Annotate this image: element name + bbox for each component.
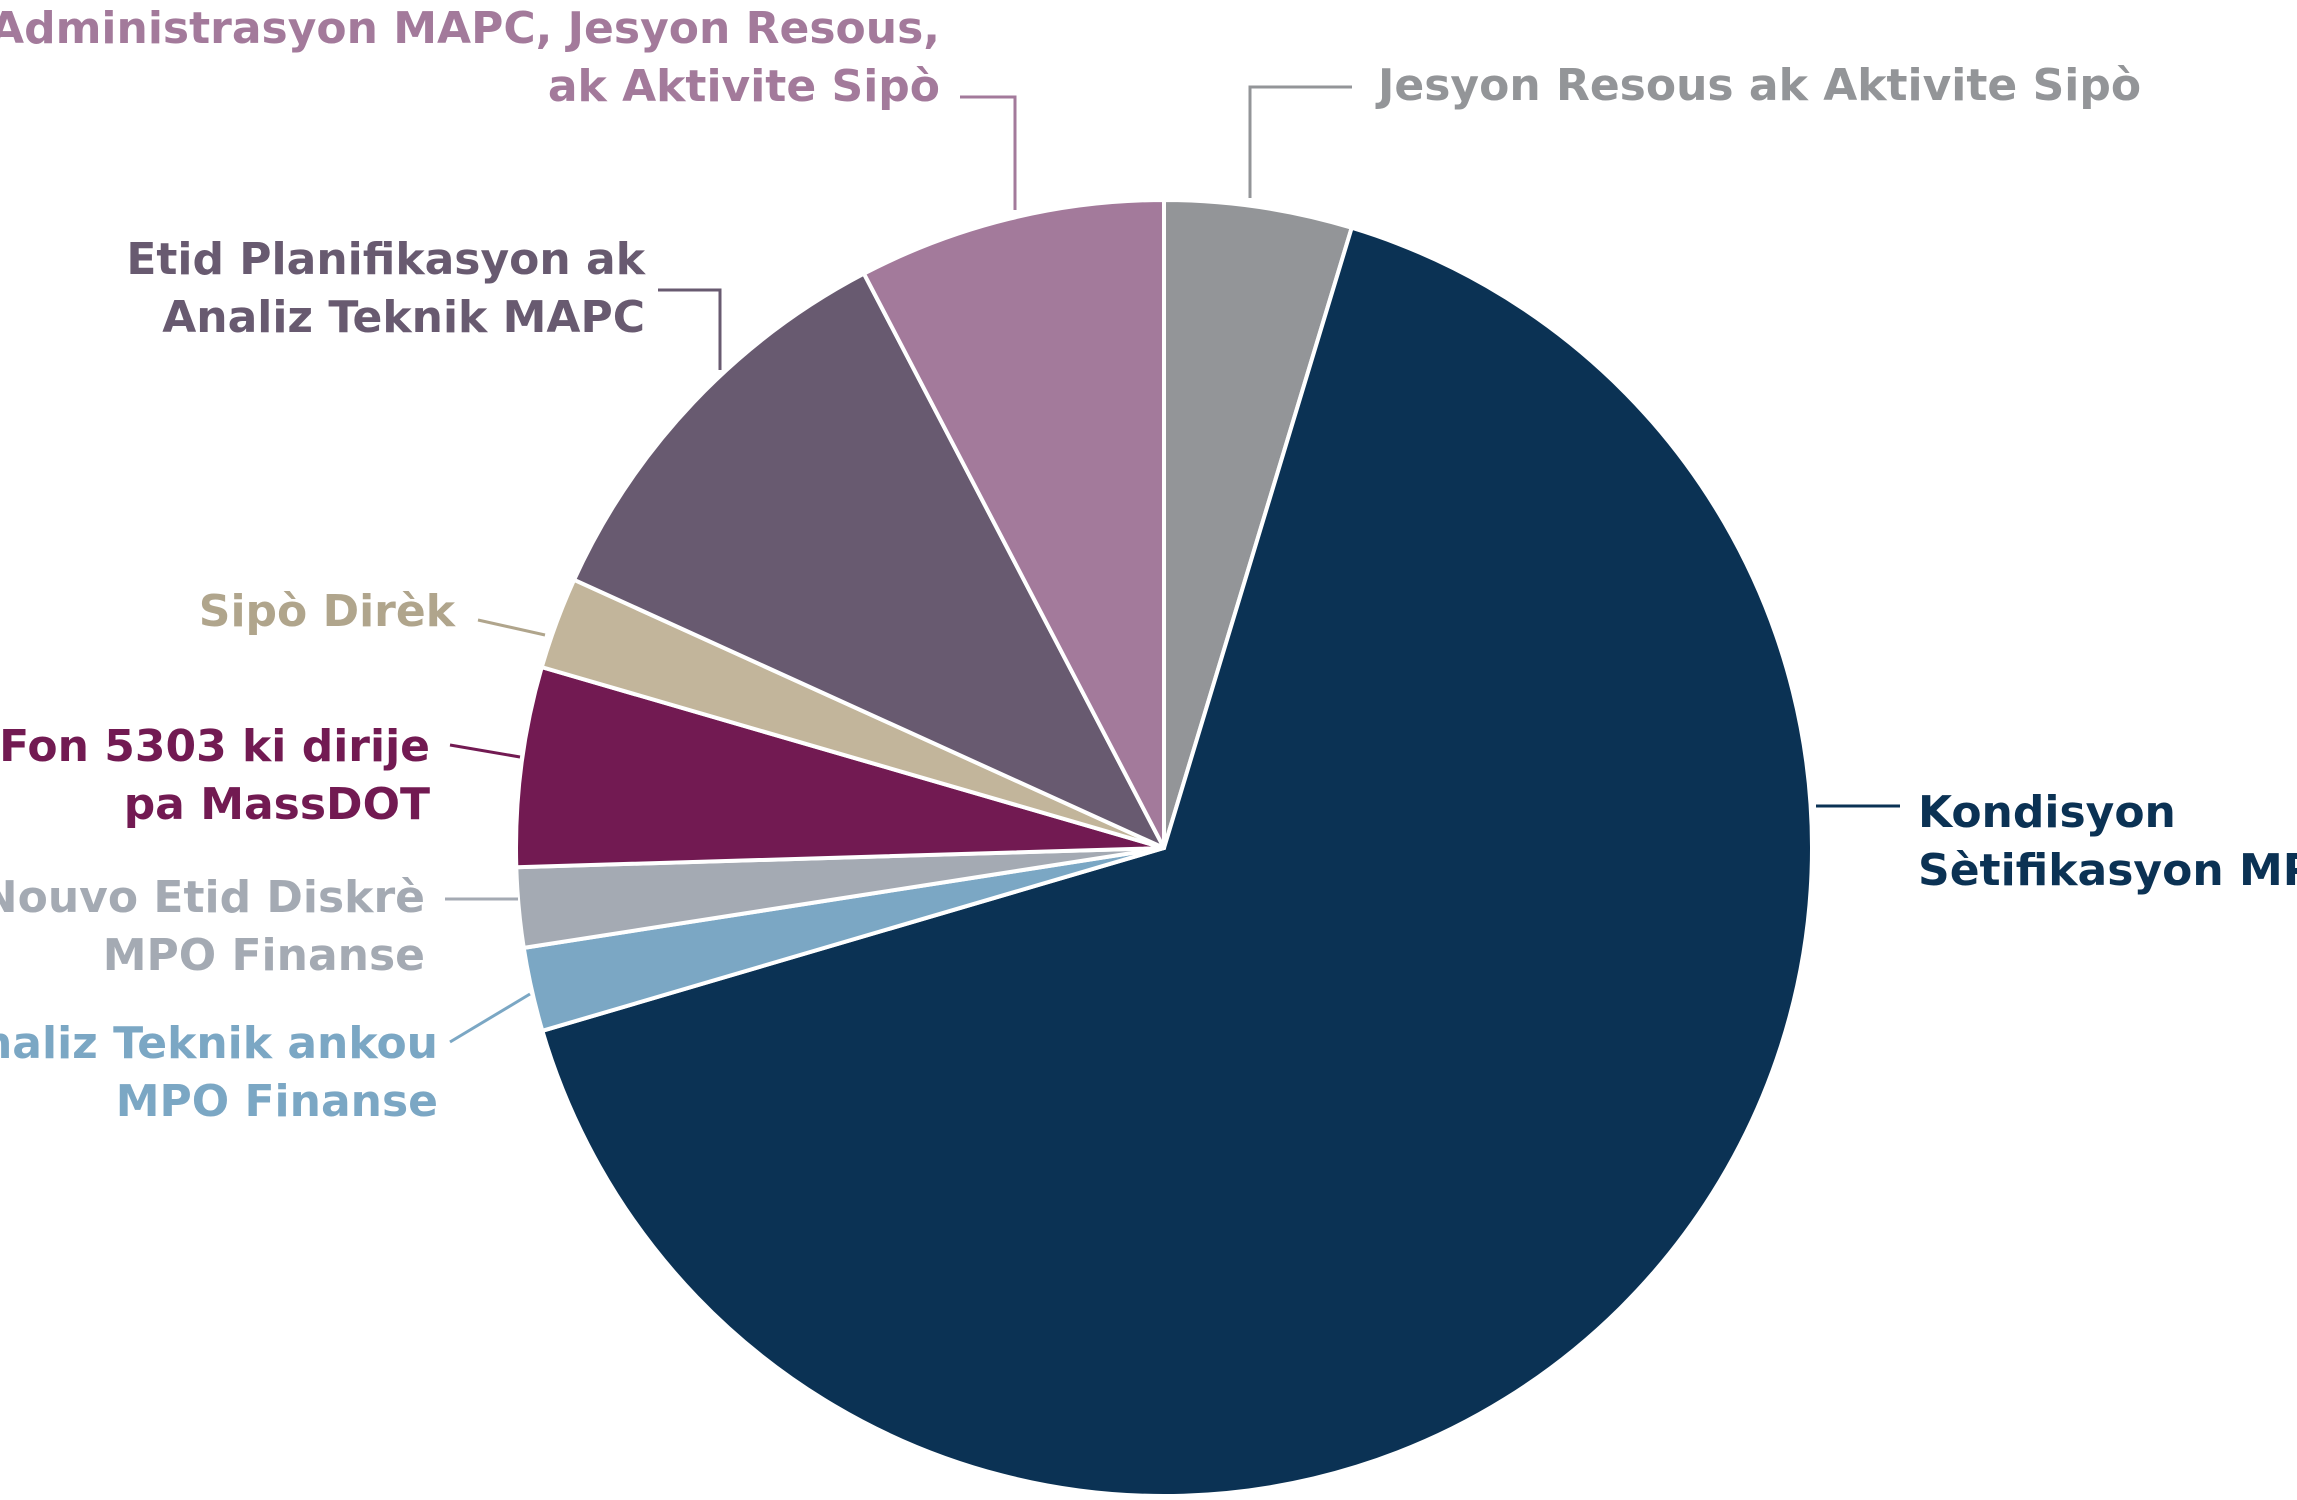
- slice-label-line: Analiz Teknik ankou: [0, 1018, 438, 1069]
- slice-label-line: Analiz Teknik MAPC: [162, 292, 645, 343]
- leader-line-jesyon-resous: [1248, 85, 1352, 198]
- slice-label-line: MPO Finanse: [103, 930, 425, 981]
- pie-slices: [514, 198, 1814, 1498]
- leader-line-sipo-direk: [477, 618, 546, 637]
- slice-label-sipo-direk: Sipò Dirèk: [199, 586, 457, 637]
- slice-label-analiz-teknik-mpo: Analiz Teknik ankou MPO Finanse: [0, 1018, 438, 1127]
- slice-label-kondisyon-setifikasyon: Kondisyon Sètifikasyon MPO: [1918, 787, 2297, 896]
- slice-label-line: Sètifikasyon MPO: [1918, 845, 2297, 896]
- pie-slice-administrasyon-mapc: [861, 198, 1166, 850]
- slice-label-line: Etid Planifikasyon ak: [126, 234, 646, 285]
- slice-label-jesyon-resous: Jesyon Resous ak Aktivite Sipò: [1375, 60, 2141, 111]
- slice-label-line: Jesyon Resous ak Aktivite Sipò: [1375, 60, 2141, 111]
- slice-labels: Jesyon Resous ak Aktivite Sipò Kondisyon S…: [0, 3, 2297, 1127]
- pie-slice-jesyon-resous: [1162, 198, 1354, 850]
- slice-label-line: MPO Finanse: [116, 1076, 438, 1127]
- slice-label-line: Sipò Dirèk: [199, 586, 457, 637]
- leader-line-fon-5303: [449, 743, 521, 759]
- slice-label-line: pa MassDOT: [124, 779, 430, 830]
- slice-label-line: Administrasyon MAPC, Jesyon Resous,: [0, 3, 940, 54]
- leader-line-analiz-teknik-mpo: [449, 992, 531, 1044]
- leader-line-administrasyon-mapc: [960, 95, 1017, 210]
- slice-label-administrasyon-mapc: Administrasyon MAPC, Jesyon Resous, ak Ak…: [0, 3, 940, 112]
- pie-slice-etid-planifikasyon: [572, 271, 1166, 850]
- leader-line-etid-planifikasyon: [658, 288, 722, 370]
- pie-slice-fon-5303: [514, 665, 1166, 870]
- pie-slice-kondisyon-setifikasyon: [540, 225, 1814, 1498]
- slice-label-fon-5303: Fon 5303 ki dirije pa MassDOT: [0, 721, 430, 830]
- slice-label-line: Kondisyon: [1918, 787, 2176, 838]
- slice-label-line: Fon 5303 ki dirije: [0, 721, 430, 772]
- leader-lines: [445, 85, 1900, 1044]
- slice-label-line: ak Aktivite Sipò: [548, 61, 940, 112]
- slice-label-etid-planifikasyon: Etid Planifikasyon ak Analiz Teknik MAPC: [126, 234, 646, 343]
- slice-label-nouvo-etid: Nouvo Etid Diskrè MPO Finanse: [0, 872, 425, 981]
- slice-label-line: Nouvo Etid Diskrè: [0, 872, 425, 923]
